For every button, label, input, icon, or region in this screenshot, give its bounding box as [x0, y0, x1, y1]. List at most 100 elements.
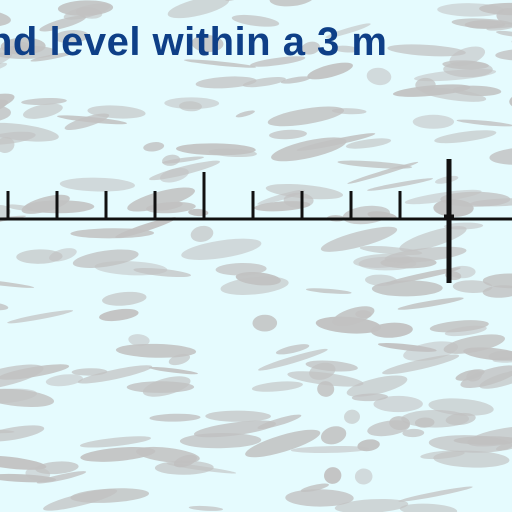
background-blotch: [128, 334, 150, 347]
background-blotch: [325, 23, 371, 38]
background-blotch: [75, 7, 103, 19]
background-blotch: [387, 44, 466, 57]
background-blotch: [0, 455, 47, 470]
background-blotch: [290, 446, 370, 453]
background-blotch: [149, 366, 198, 375]
background-blotch: [191, 34, 224, 53]
background-blotch: [155, 202, 183, 211]
background-blotch: [7, 310, 74, 324]
background-blotch: [373, 395, 423, 413]
background-blotch: [320, 426, 347, 445]
background-blotch: [301, 41, 320, 55]
background-blotch: [115, 217, 177, 239]
background-blotch: [59, 177, 135, 192]
background-blotch: [488, 350, 512, 361]
background-blotch: [366, 67, 392, 86]
background-blotch: [332, 45, 360, 53]
background-blotch: [367, 178, 433, 191]
background-blotch: [0, 37, 46, 55]
background-blotch: [183, 59, 257, 68]
background-blotch: [346, 375, 408, 397]
background-blotch: [496, 440, 512, 451]
background-blotch: [79, 436, 152, 448]
background-blotch: [482, 285, 512, 298]
background-blotch: [265, 183, 344, 200]
background-blotch: [434, 130, 497, 144]
background-blotch: [195, 76, 257, 89]
background-blotch: [54, 30, 89, 44]
background-blotch: [39, 15, 87, 32]
background-blotch: [16, 249, 63, 264]
background-blotch: [258, 348, 328, 371]
background-blotch: [384, 246, 467, 263]
background-blotch: [324, 467, 342, 484]
background-blotch: [307, 62, 353, 80]
background-blotch: [392, 84, 471, 97]
background-blotch: [496, 30, 512, 37]
background-blotch: [320, 226, 398, 252]
background-blotch: [0, 388, 55, 407]
background-blotch: [72, 249, 139, 268]
background-blotch: [164, 97, 220, 110]
background-blotch: [205, 410, 271, 422]
background-blotch: [402, 428, 425, 438]
background-blotch: [271, 137, 347, 162]
background-blotch: [235, 271, 281, 286]
background-blotch: [0, 277, 35, 288]
background-blotch: [337, 160, 413, 169]
background-blotch: [456, 119, 512, 127]
background-blotch: [159, 167, 189, 183]
background-blotch: [385, 267, 461, 285]
background-blotch: [332, 306, 375, 327]
background-blotch: [257, 414, 302, 430]
background-blotch: [412, 114, 455, 129]
background-blotch: [452, 280, 493, 294]
background-blotch: [440, 191, 511, 207]
background-blotch: [347, 161, 419, 184]
background-blotch: [280, 76, 311, 84]
background-blotch: [389, 416, 410, 431]
background-blotch: [370, 322, 413, 338]
background-blotch: [0, 122, 59, 142]
background-blotch: [245, 429, 321, 458]
background-blotch: [466, 369, 483, 382]
background-blotch: [283, 192, 314, 209]
background-blotch: [231, 14, 280, 27]
background-blotch: [190, 225, 214, 242]
background-blotch: [334, 498, 409, 512]
background-blotch: [443, 61, 493, 78]
background-blotch: [414, 417, 435, 428]
background-blotch: [167, 0, 230, 19]
background-blotch: [250, 56, 306, 67]
background-blotch: [269, 129, 307, 140]
background-blotch: [0, 93, 15, 116]
background-blotch: [317, 381, 335, 397]
background-blotch: [64, 113, 110, 131]
background-blotch: [0, 364, 70, 380]
background-blotch: [35, 461, 79, 475]
background-blotch: [467, 425, 512, 447]
background-blotch: [188, 505, 224, 511]
background-blotch: [71, 368, 108, 376]
background-blotch: [115, 343, 197, 358]
background-blotch: [345, 138, 392, 149]
background-blotch: [45, 374, 84, 387]
background-blotch: [21, 97, 67, 106]
background-blotch: [495, 48, 512, 61]
background-blotch: [354, 468, 373, 485]
background-blotch: [382, 354, 460, 375]
background-blotch: [357, 439, 380, 452]
background-blotch: [285, 489, 354, 507]
background-blotch: [437, 3, 505, 17]
background-blotch: [181, 238, 262, 260]
background-blotch: [208, 148, 257, 158]
background-blotch: [0, 425, 45, 442]
background-blotch: [444, 222, 484, 230]
background-blotch: [275, 344, 310, 355]
background-blotch: [0, 137, 15, 153]
background-blotch: [0, 301, 9, 311]
background-blotch: [377, 342, 437, 352]
